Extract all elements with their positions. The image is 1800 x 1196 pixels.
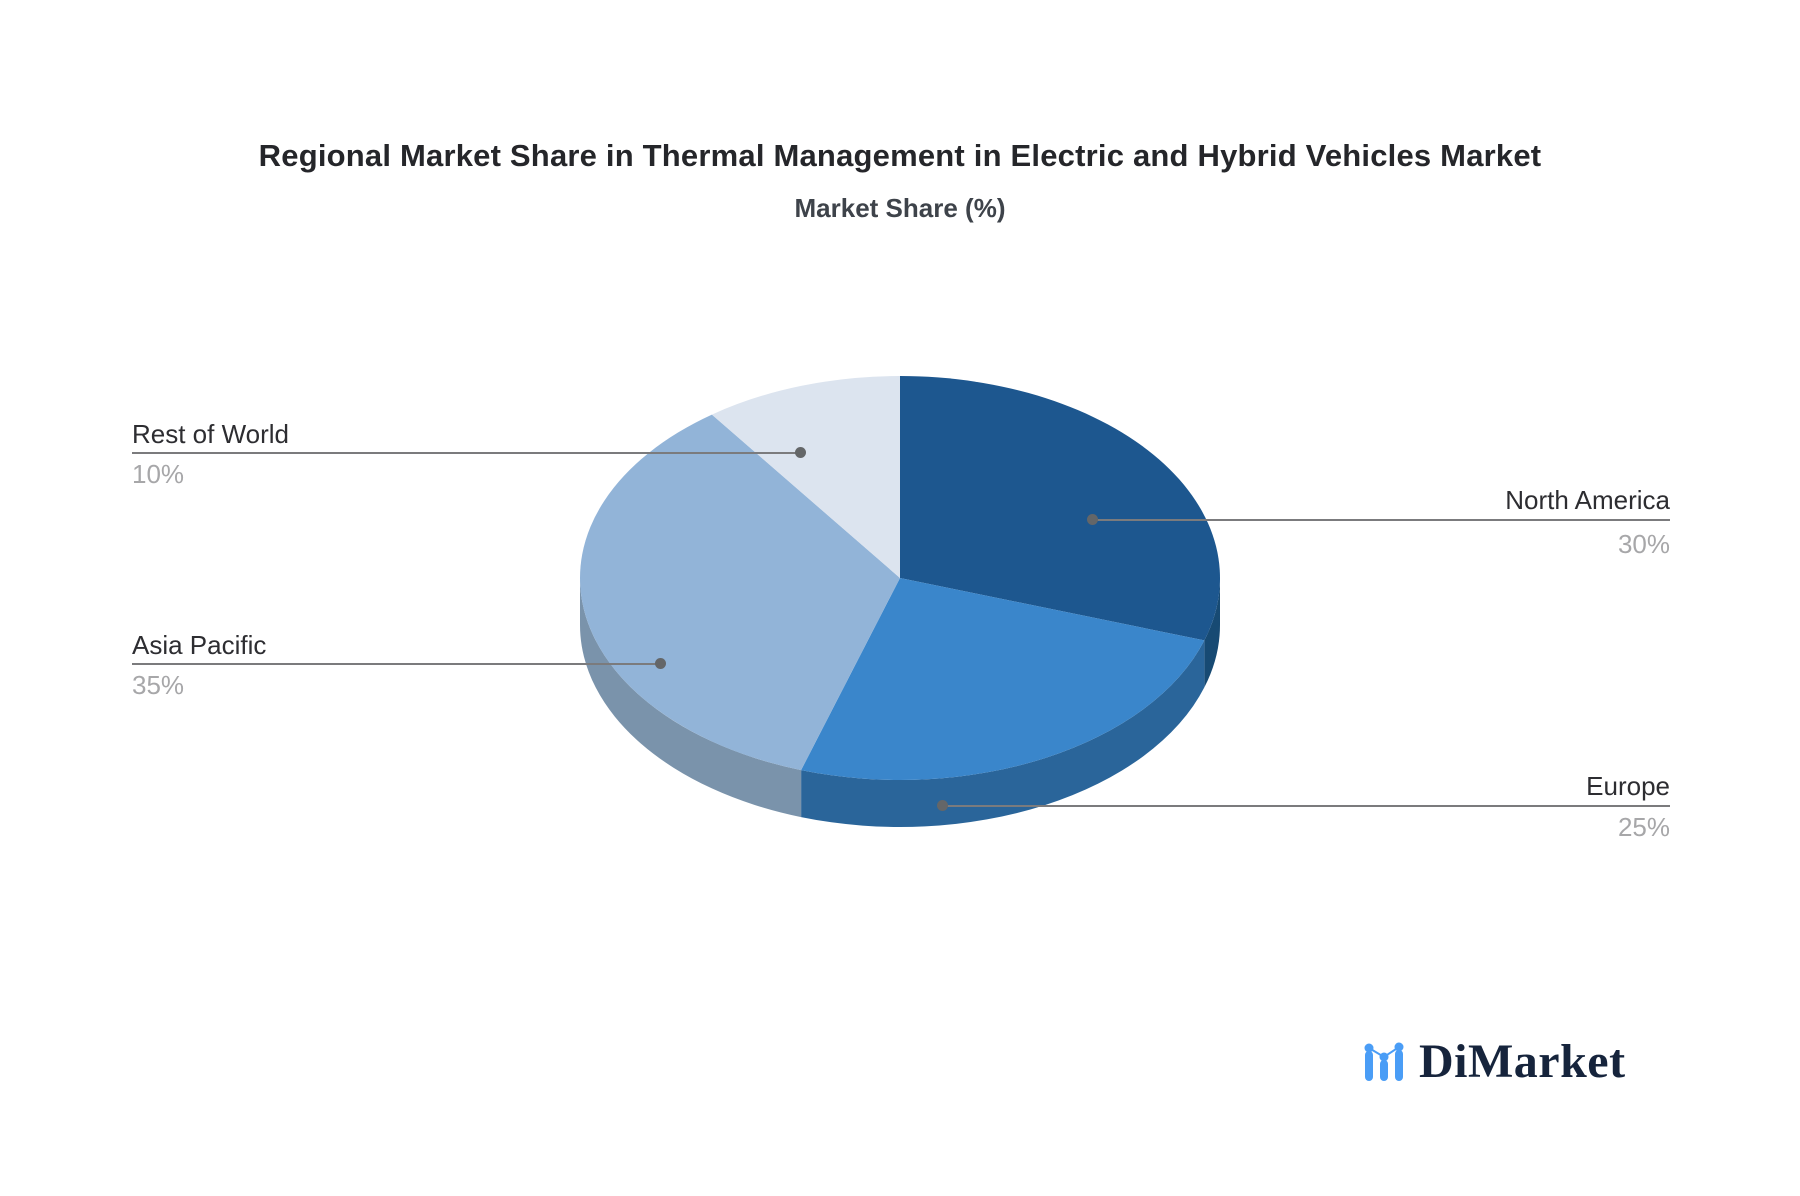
pct-europe: 25% xyxy=(1617,812,1670,842)
pie-slice-side-asia-pacific xyxy=(580,578,802,818)
bar-line-chart-icon xyxy=(1364,1042,1404,1081)
label-north-america: North America xyxy=(1505,485,1670,515)
pie-slice-side-europe xyxy=(801,640,1205,827)
pct-north-america: 30% xyxy=(1617,529,1670,559)
brand-logo: DiMarket xyxy=(1363,1036,1626,1088)
pie-slice-asia-pacific[interactable] xyxy=(580,414,900,771)
chart-subtitle: Market Share (%) xyxy=(794,193,1006,223)
pct-rest-of-world: 10% xyxy=(132,459,185,489)
pie-slice-rest-of-world[interactable] xyxy=(711,376,900,578)
chart-title: Regional Market Share in Thermal Managem… xyxy=(258,138,1542,173)
leader-dot-asia-pacific xyxy=(655,658,666,669)
pie-slice-north-america[interactable] xyxy=(900,376,1221,641)
pct-asia-pacific: 35% xyxy=(132,670,185,700)
brand-name: DiMarket xyxy=(1419,1035,1626,1088)
label-europe: Europe xyxy=(1586,771,1670,801)
leader-dot-north-america xyxy=(1087,514,1098,525)
leader-dot-rest-of-world xyxy=(795,447,806,458)
pie-slice-side-north-america xyxy=(1204,578,1220,688)
pie-slice-europe[interactable] xyxy=(801,578,1205,780)
label-asia-pacific: Asia Pacific xyxy=(132,630,267,660)
leader-line-north-america xyxy=(1092,519,1670,521)
leader-line-europe xyxy=(943,805,1670,807)
leader-dot-europe xyxy=(937,800,948,811)
label-rest-of-world: Rest of World xyxy=(132,419,290,449)
leader-line-asia-pacific xyxy=(132,663,661,665)
leader-line-rest-of-world xyxy=(132,452,802,454)
